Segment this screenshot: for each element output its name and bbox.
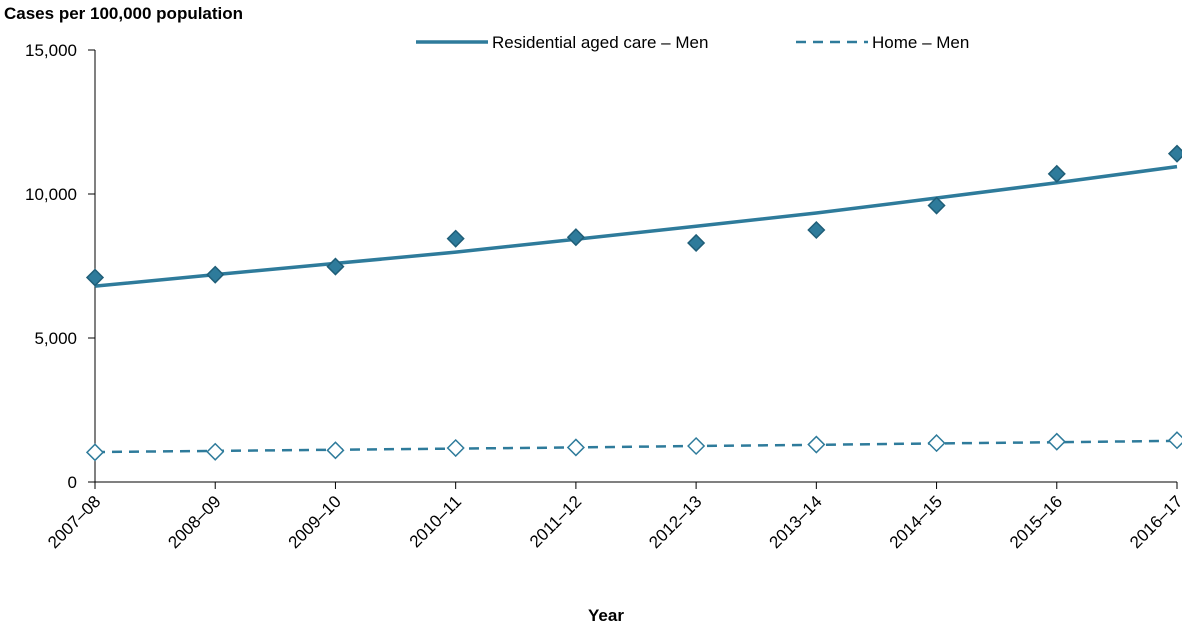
legend-label-home: Home – Men [872, 33, 969, 52]
point-home-2016–17 [1167, 431, 1182, 450]
legend: Residential aged care – Men Home – Men [416, 33, 969, 52]
point-home-2010–11 [446, 438, 465, 458]
point-residential-2009–10 [326, 257, 345, 276]
x-tick-label: 2015–16 [1006, 492, 1066, 552]
x-tick-label: 2014–15 [886, 492, 946, 552]
x-tick-label: 2011–12 [526, 492, 585, 551]
x-tick-label: 2008–09 [164, 492, 224, 552]
point-residential-2008–09 [206, 265, 225, 284]
x-tick-label: 2007–08 [44, 492, 104, 552]
point-residential-2012–13 [687, 233, 706, 253]
point-home-2015–16 [1047, 432, 1066, 451]
y-tick-label: 0 [68, 473, 77, 492]
y-ticks: 0 5,000 10,000 15,000 [25, 41, 95, 492]
point-home-2013–14 [807, 435, 826, 454]
y-tick-label: 5,000 [34, 329, 77, 348]
point-home-2008–09 [206, 442, 225, 461]
legend-label-residential: Residential aged care – Men [492, 33, 708, 52]
point-home-2012–13 [687, 436, 706, 456]
x-tick-label: 2013–14 [766, 492, 826, 552]
point-residential-2007–08 [85, 268, 105, 287]
point-residential-2013–14 [807, 220, 826, 240]
point-residential-2010–11 [446, 229, 465, 248]
x-tick-label: 2012–13 [645, 492, 705, 552]
data-points [85, 144, 1182, 462]
point-residential-2014–15 [927, 196, 946, 215]
x-tick-label: 2016–17 [1126, 492, 1182, 552]
trend-lines [94, 164, 1178, 454]
point-residential-2011–12 [566, 228, 585, 247]
y-tick-label: 10,000 [25, 185, 77, 204]
point-home-2007–08 [85, 443, 105, 462]
x-tick-label: 2009–10 [285, 492, 345, 552]
trend-line-home [94, 439, 1178, 454]
trend-line-residential [94, 164, 1178, 288]
point-home-2014–15 [927, 434, 946, 453]
y-axis-title: Cases per 100,000 population [4, 4, 243, 23]
y-tick-label: 15,000 [25, 41, 77, 60]
axes [94, 50, 1177, 483]
x-ticks: 2007–08 2008–09 2009–10 2010–11 2011–12 2012–… [44, 482, 1182, 552]
point-home-2011–12 [566, 438, 585, 457]
x-axis-title: Year [588, 606, 624, 625]
point-residential-2015–16 [1047, 164, 1066, 183]
point-home-2009–10 [326, 441, 345, 460]
x-tick-label: 2010–11 [406, 492, 465, 551]
point-residential-2016–17 [1167, 144, 1182, 163]
